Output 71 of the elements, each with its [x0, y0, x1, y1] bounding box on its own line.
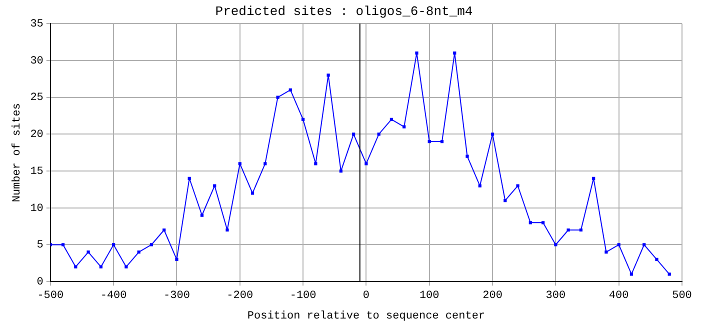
point: [377, 132, 380, 136]
point: [504, 198, 507, 202]
point: [213, 184, 216, 188]
point: [175, 258, 178, 262]
y-tick-label: 10: [30, 202, 44, 215]
y-tick-label: 0: [36, 276, 44, 289]
point: [162, 228, 166, 232]
point: [668, 272, 671, 276]
point: [490, 132, 494, 136]
point: [112, 243, 116, 246]
chart-title: Predicted sites : oligos_6-8nt_m4: [215, 4, 473, 20]
point: [364, 162, 368, 166]
point: [352, 132, 356, 136]
point: [137, 250, 140, 254]
x-axis-title: Position relative to sequence center: [247, 310, 486, 322]
point: [655, 258, 658, 262]
point: [402, 125, 406, 128]
point: [276, 96, 280, 99]
point: [541, 221, 545, 224]
y-tick-label: 15: [30, 166, 44, 178]
point: [314, 162, 318, 166]
point: [288, 88, 292, 92]
point: [453, 52, 456, 55]
point: [579, 228, 583, 232]
point: [61, 243, 65, 246]
point: [516, 184, 520, 188]
x-tick-label: 0: [362, 290, 370, 302]
point: [150, 243, 154, 246]
x-tick-label: 300: [546, 290, 566, 302]
point: [566, 228, 570, 232]
point: [630, 272, 634, 276]
x-tick-label: 400: [608, 290, 629, 302]
point: [554, 243, 558, 246]
point: [226, 228, 229, 232]
point: [617, 243, 620, 246]
x-tick-label: 200: [482, 290, 502, 302]
point: [466, 154, 469, 158]
y-tick-label: 25: [30, 92, 44, 104]
point: [188, 176, 191, 180]
point: [200, 214, 204, 217]
y-tick-label: 35: [30, 18, 44, 31]
x-tick-label: 500: [672, 290, 692, 302]
x-tick-label: -400: [100, 290, 127, 302]
point: [74, 265, 78, 268]
y-tick-label: 5: [36, 240, 44, 252]
x-tick-label: -500: [37, 290, 64, 302]
x-tick-label: -300: [164, 290, 190, 302]
y-tick-label: 20: [30, 129, 44, 142]
x-tick-label: -100: [290, 290, 316, 302]
point: [86, 250, 90, 254]
point: [415, 52, 418, 55]
point: [428, 140, 431, 144]
point: [339, 169, 342, 173]
point: [592, 176, 596, 180]
point: [99, 265, 102, 268]
point: [390, 118, 394, 121]
point: [124, 265, 128, 268]
point: [528, 221, 532, 224]
point: [604, 250, 608, 254]
point: [440, 140, 444, 144]
point: [642, 243, 646, 246]
x-tick-label: 100: [419, 290, 440, 302]
point: [250, 192, 254, 195]
point: [478, 184, 482, 188]
x-tick-label: -200: [226, 290, 254, 302]
y-axis-title: Number of sites: [12, 103, 24, 202]
point: [326, 74, 330, 77]
point: [264, 162, 267, 166]
y-tick-label: 30: [30, 55, 44, 68]
point: [301, 118, 305, 121]
point: [238, 162, 242, 166]
